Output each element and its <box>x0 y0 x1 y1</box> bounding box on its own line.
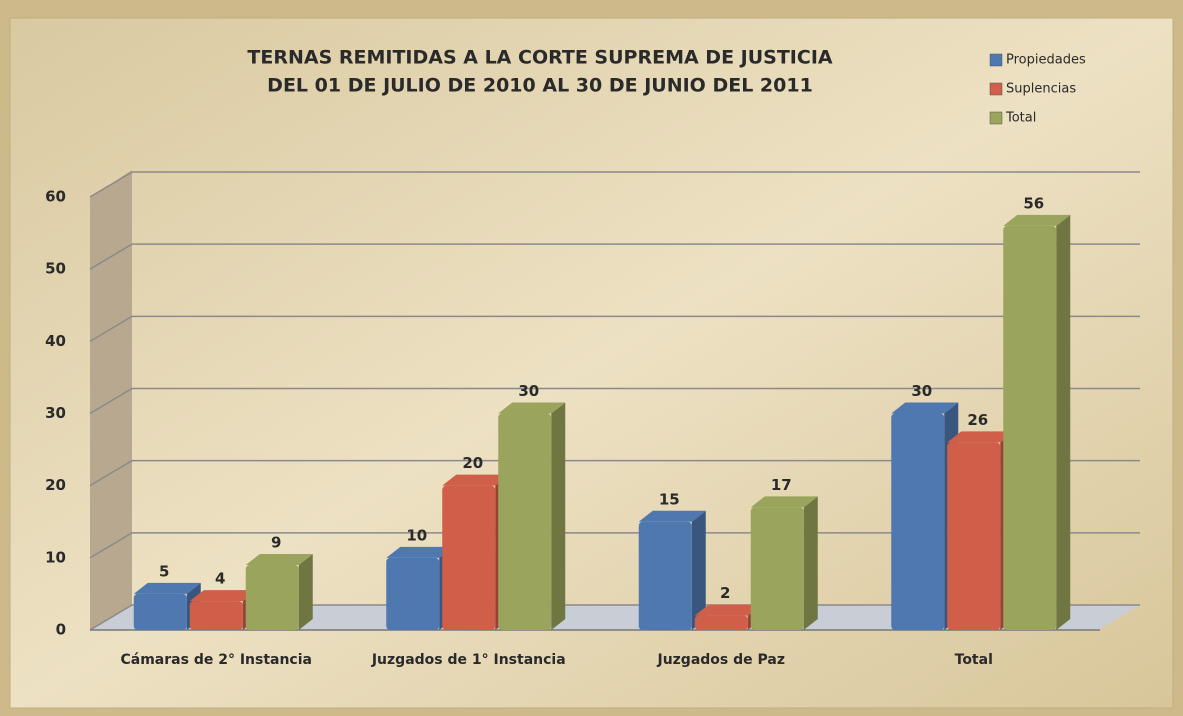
bar-top <box>891 402 959 414</box>
bar-top <box>750 496 818 508</box>
bar-top <box>638 510 706 522</box>
bar <box>947 442 1001 630</box>
bar-top <box>133 582 201 594</box>
value-label: 56 <box>1023 194 1044 212</box>
bar <box>386 557 440 630</box>
value-label: 4 <box>215 570 225 588</box>
x-tick-label: Cámaras de 2° Instancia <box>121 652 312 668</box>
value-label: 10 <box>406 526 427 544</box>
y-tick-label: 40 <box>45 332 66 350</box>
bar <box>189 601 243 630</box>
value-label: 15 <box>659 490 680 508</box>
bar <box>245 565 299 630</box>
value-label: 30 <box>911 382 932 400</box>
side-grid-line <box>89 460 133 487</box>
chart-title: TERNAS REMITIDAS A LA CORTE SUPREMA DE J… <box>247 47 833 69</box>
value-label: 30 <box>518 382 539 400</box>
bar-side <box>298 554 313 630</box>
legend-label: Total <box>1005 111 1036 126</box>
value-label: 17 <box>771 476 792 494</box>
x-tick-label: Total <box>955 652 993 668</box>
value-label: 9 <box>271 534 281 552</box>
bar-top <box>947 431 1015 443</box>
legend-swatch <box>989 53 1003 67</box>
bar-top <box>1003 214 1071 226</box>
side-grid-line <box>89 171 133 198</box>
y-tick-label: 60 <box>45 188 66 206</box>
value-label: 5 <box>159 562 169 580</box>
chart-title: DEL 01 DE JULIO DE 2010 AL 30 DE JUNIO D… <box>267 75 813 97</box>
side-grid-line <box>89 315 133 342</box>
bar-top <box>245 554 313 566</box>
bar <box>638 521 692 630</box>
x-tick-label: Juzgados de Paz <box>656 652 785 668</box>
bar <box>1003 225 1057 630</box>
y-tick-label: 20 <box>45 476 66 494</box>
value-label: 2 <box>720 584 730 602</box>
bar <box>750 507 804 630</box>
bar <box>133 593 187 630</box>
bar <box>891 413 945 630</box>
y-tick-label: 50 <box>45 260 66 278</box>
bar <box>442 485 496 630</box>
legend-swatch <box>989 111 1003 125</box>
side-wall <box>90 170 132 630</box>
side-grid-line <box>89 532 133 559</box>
legend-label: Suplencias <box>1006 82 1076 97</box>
floor <box>90 605 1140 630</box>
bar-side <box>1056 214 1071 630</box>
y-tick-label: 10 <box>45 548 66 566</box>
value-label: 26 <box>967 411 988 429</box>
x-tick-label: Juzgados de 1° Instancia <box>371 652 566 668</box>
bar-top <box>694 604 762 616</box>
bar-top <box>189 590 257 602</box>
legend-swatch <box>989 82 1003 96</box>
side-grid-line <box>89 243 133 270</box>
y-tick-label: 0 <box>56 621 66 639</box>
legend-label: Propiedades <box>1006 53 1086 68</box>
side-grid-line <box>89 604 133 631</box>
value-label: 20 <box>462 454 483 472</box>
bar-top <box>498 402 566 414</box>
bar <box>694 615 748 630</box>
side-grid-line <box>89 387 133 415</box>
bar-side <box>803 496 818 630</box>
bar <box>498 413 552 630</box>
bar-side <box>551 402 566 630</box>
y-tick-label: 30 <box>45 404 66 422</box>
bar-top <box>442 474 510 486</box>
bar-side <box>691 510 706 630</box>
bar-top <box>386 546 454 558</box>
